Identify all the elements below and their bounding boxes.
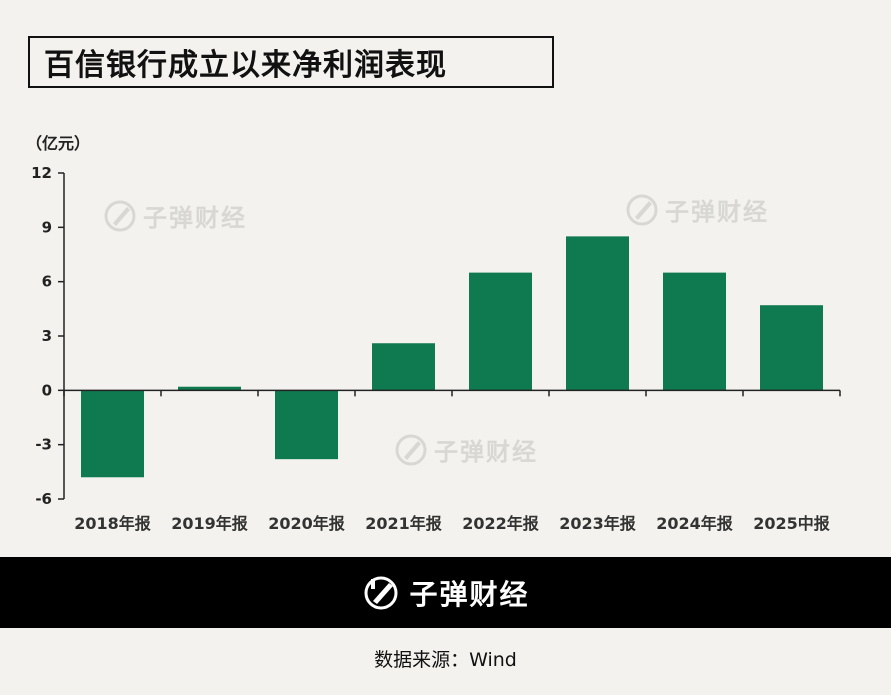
footer-logo: 子弹财经 [361, 573, 529, 613]
y-tick-label: 0 [42, 381, 52, 399]
x-tick-label: 2020年报 [268, 514, 345, 533]
bar [663, 272, 726, 391]
watermark-text: 子弹财经 [434, 438, 538, 466]
bullet-logo-icon [395, 434, 427, 465]
data-source: 数据来源：Wind [374, 649, 517, 671]
y-tick-label: 3 [42, 327, 52, 345]
x-tick-label: 2024年报 [656, 514, 733, 533]
watermark: 子弹财经 [394, 432, 538, 467]
y-tick-label: 12 [31, 164, 52, 182]
bullet-logo-icon [104, 200, 136, 231]
x-tick-label: 2018年报 [74, 514, 151, 533]
y-tick-label: -6 [35, 490, 52, 508]
watermark: 子弹财经 [103, 198, 247, 233]
x-tick-label: 2022年报 [462, 514, 539, 533]
bar [760, 305, 823, 391]
bar [275, 390, 338, 460]
x-tick-label: 2019年报 [171, 514, 248, 533]
bullet-logo-icon [364, 576, 398, 609]
y-tick-label: 9 [42, 218, 52, 236]
watermark-text: 子弹财经 [143, 204, 247, 232]
footer-bar: 子弹财经 [0, 557, 891, 628]
y-axis-unit-label: （亿元） [26, 134, 91, 153]
bar-chart: 12 9 6 3 0 -3 -6 2018年报 2019年报 2020年报 2021年报 2022年报… [31, 164, 841, 533]
bar [81, 390, 144, 478]
watermark: 子弹财经 [625, 192, 769, 227]
x-tick-label: 2021年报 [365, 514, 442, 533]
bar [372, 343, 435, 391]
bar [566, 236, 629, 391]
bullet-logo-icon [626, 194, 658, 225]
bar [178, 386, 241, 391]
page-title: 百信银行成立以来净利润表现 [28, 36, 554, 88]
watermark-text: 子弹财经 [665, 198, 769, 226]
x-tick-label: 2023年报 [559, 514, 636, 533]
y-tick-label: -3 [35, 436, 52, 454]
x-tick-label: 2025中报 [753, 514, 830, 533]
footer-brand: 子弹财经 [409, 577, 530, 611]
y-tick-label: 6 [42, 273, 52, 291]
bar [469, 272, 532, 391]
